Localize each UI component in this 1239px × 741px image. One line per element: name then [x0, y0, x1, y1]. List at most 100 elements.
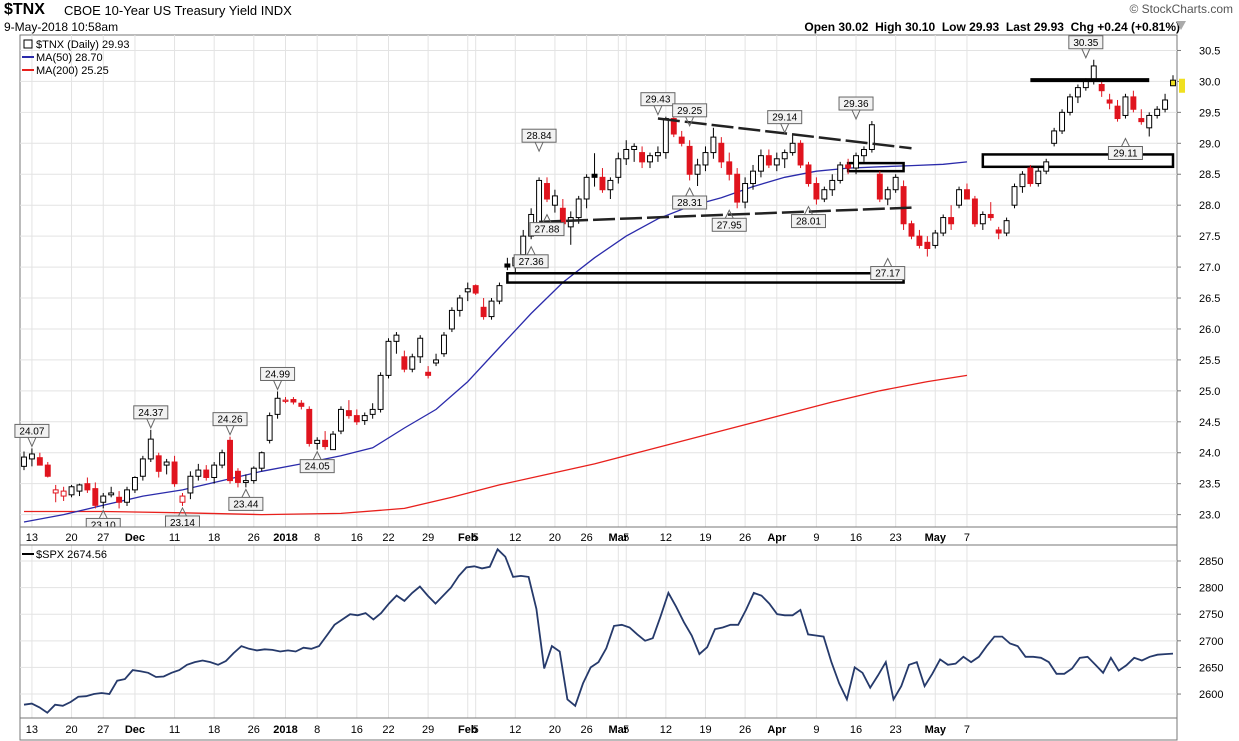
y-tick-label: 2800	[1199, 583, 1223, 595]
annotation-label: 24.37	[138, 408, 163, 419]
candle-body	[250, 467, 257, 482]
datetime-label: 9-May-2018 10:58am	[4, 20, 119, 34]
candle-body	[306, 408, 313, 444]
candle-body	[995, 229, 1002, 234]
candle-body	[1106, 99, 1113, 104]
candle-body	[924, 241, 931, 250]
candle-body	[599, 176, 606, 191]
candle-body	[678, 136, 685, 144]
high-label: High	[875, 20, 902, 34]
x-tick-label: 26	[739, 724, 751, 736]
candle-body	[1067, 96, 1073, 113]
candle-body	[868, 124, 875, 150]
candle-body	[472, 285, 479, 294]
candle-body	[670, 118, 677, 135]
candle-body	[718, 142, 725, 163]
annotation-box	[870, 266, 906, 281]
legend-label: $SPX 2674.56	[36, 549, 107, 561]
candle-body	[734, 173, 741, 203]
candle-body	[441, 334, 447, 355]
low-label: Low	[941, 20, 966, 34]
candle-body	[591, 173, 598, 178]
x-tick-label: 11	[169, 532, 180, 544]
last-value-marker	[1179, 78, 1185, 93]
annotation-pointer	[98, 509, 108, 519]
annotation-box	[529, 222, 565, 237]
annotation-pointer	[883, 257, 893, 267]
x-tick-label: 5	[623, 724, 629, 736]
candle-body	[92, 488, 99, 506]
annotation-pointer	[542, 213, 552, 223]
candle-body	[607, 179, 614, 191]
candle-body	[155, 455, 162, 472]
candle-body	[1114, 105, 1121, 120]
y-tick-label: 27.0	[1199, 262, 1220, 274]
annotation-pointer	[1121, 137, 1130, 147]
x-tick-label: Mar	[609, 724, 629, 736]
candle-body	[1059, 111, 1066, 132]
y-tick-label: 28.5	[1199, 169, 1220, 181]
candle-body	[116, 496, 123, 503]
x-tick-label: 16	[850, 532, 862, 544]
candle-body	[68, 486, 75, 496]
annotation-pointer	[724, 209, 734, 219]
x-tick-label: 8	[314, 532, 320, 544]
candle-body	[789, 142, 796, 154]
candle-body	[686, 145, 693, 175]
x-tick-label: 16	[351, 724, 363, 736]
candle-body	[662, 118, 669, 154]
y-tick-label: 26.0	[1199, 324, 1220, 336]
annotation-box	[513, 254, 549, 269]
x-tick-label: 26	[248, 532, 260, 544]
annotation-label: 28.31	[677, 198, 702, 209]
candle-body	[861, 148, 867, 157]
x-tick-label: 11	[169, 724, 180, 736]
x-tick-label: 8	[314, 724, 320, 736]
candle-body	[742, 183, 749, 203]
y-tick-label: 24.0	[1199, 448, 1220, 460]
x-tick-label: Feb	[458, 724, 478, 736]
x-tick-label: 26	[580, 724, 592, 736]
annotation-pointer	[851, 109, 861, 121]
y-tick-label: 2650	[1199, 662, 1223, 674]
candle-body	[353, 415, 360, 423]
candle-body	[559, 207, 566, 225]
x-tick-label: 20	[65, 724, 77, 736]
candle-body	[813, 183, 820, 200]
credit-label[interactable]: © StockCharts.com	[1129, 2, 1233, 16]
annotation-box	[790, 214, 826, 229]
candle-body	[108, 492, 115, 496]
candle-body	[52, 489, 59, 494]
candle-body	[979, 213, 986, 225]
y-tick-label: 2850	[1199, 556, 1223, 568]
candle-body	[916, 235, 923, 246]
candle-body	[1130, 96, 1137, 110]
annotation-box	[14, 423, 50, 438]
annotation-box	[1107, 145, 1143, 160]
ma200-line	[24, 374, 968, 516]
annotation-box	[212, 412, 248, 427]
candle-body	[124, 489, 130, 503]
candle-body	[448, 309, 455, 330]
y-tick-label: 29.0	[1199, 138, 1220, 150]
candle-body	[702, 152, 709, 166]
candle-body	[1154, 108, 1161, 116]
chg-value: +0.24 (+0.81%)	[1097, 20, 1180, 34]
candle-body	[338, 408, 344, 432]
triangle-icon[interactable]	[1176, 21, 1186, 30]
last-value: 29.93	[1033, 20, 1064, 34]
candle-body	[631, 145, 638, 150]
annotation-label: 24.07	[19, 426, 44, 437]
annotation-box	[228, 496, 264, 511]
spx-line	[23, 547, 1174, 714]
candle-body	[892, 176, 899, 191]
x-tick-label: 16	[850, 724, 862, 736]
candle-body	[757, 155, 764, 172]
candle-body	[504, 263, 511, 268]
annotation-label: 24.26	[218, 415, 243, 426]
candle-body	[377, 374, 384, 410]
y-tick-label: 28.0	[1199, 200, 1220, 212]
annotation-box	[521, 128, 557, 143]
open-label: Open	[804, 20, 836, 34]
candle-body	[964, 189, 970, 200]
